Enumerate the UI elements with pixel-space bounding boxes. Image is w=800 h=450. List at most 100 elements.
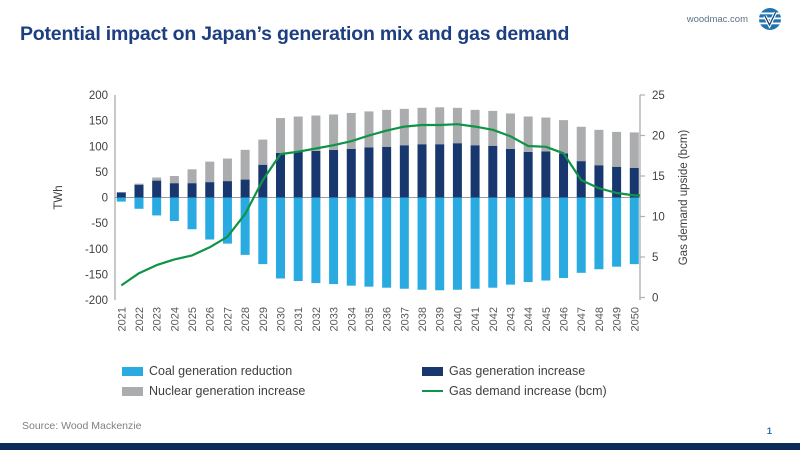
bar-nuclear-2050: [629, 132, 639, 168]
x-tick-2043: 2043: [505, 307, 517, 331]
bar-nuclear-2044: [523, 116, 533, 152]
bar-gas-2048: [594, 165, 604, 198]
bar-nuclear-2028: [240, 149, 250, 180]
bar-coal-2046: [559, 197, 569, 278]
right-tick-15: 15: [652, 171, 665, 183]
bar-coal-2022: [134, 197, 144, 209]
bar-nuclear-2026: [205, 161, 215, 183]
x-tick-2050: 2050: [629, 307, 641, 331]
left-tick-200: 200: [89, 90, 108, 102]
bar-nuclear-2022: [134, 183, 144, 185]
bar-coal-2021: [116, 197, 126, 202]
right-axis-title: Gas demand upside (bcm): [678, 130, 690, 266]
left-tick--200: -200: [85, 295, 108, 307]
bar-gas-2030: [276, 152, 286, 198]
bar-nuclear-2049: [612, 131, 622, 167]
left-tick-50: 50: [95, 167, 108, 179]
legend-label-coal: Coal generation reduction: [149, 364, 293, 378]
header-right: woodmac.com: [687, 7, 782, 31]
bar-nuclear-2046: [559, 120, 569, 154]
coal-swatch: [122, 366, 143, 376]
bar-nuclear-2035: [364, 111, 374, 148]
bar-nuclear-2033: [329, 114, 339, 150]
x-tick-2048: 2048: [594, 307, 606, 331]
bar-coal-2025: [187, 197, 197, 230]
bar-coal-2040: [452, 197, 462, 290]
bar-nuclear-2047: [576, 126, 586, 162]
x-tick-2023: 2023: [152, 307, 164, 331]
bar-gas-2040: [452, 143, 462, 198]
x-tick-2035: 2035: [364, 307, 376, 331]
x-tick-2033: 2033: [329, 307, 341, 331]
x-tick-2041: 2041: [470, 307, 482, 331]
bar-gas-2023: [152, 180, 162, 198]
page-title: Potential impact on Japan’s generation m…: [20, 23, 570, 45]
bar-gas-2025: [187, 183, 197, 198]
bar-coal-2044: [523, 197, 533, 283]
bar-coal-2037: [399, 197, 409, 289]
bar-gas-2036: [382, 146, 392, 198]
bar-gas-2031: [293, 151, 303, 198]
bar-nuclear-2030: [276, 118, 286, 153]
bar-coal-2027: [222, 197, 232, 244]
source-text: Source: Wood Mackenzie: [22, 420, 142, 432]
x-tick-2045: 2045: [541, 307, 553, 331]
bar-gas-2034: [346, 148, 356, 198]
bar-gas-2024: [169, 183, 179, 198]
bar-coal-2050: [629, 197, 639, 265]
bar-nuclear-2042: [488, 110, 498, 146]
x-tick-2038: 2038: [417, 307, 429, 331]
left-tick--150: -150: [85, 269, 108, 281]
x-tick-2042: 2042: [488, 307, 500, 331]
bar-nuclear-2027: [222, 158, 232, 182]
legend-item-gas-demand: Gas demand increase (bcm): [422, 384, 607, 398]
x-tick-2029: 2029: [258, 307, 270, 331]
chart-legend: Coal generation reduction Gas generation…: [122, 364, 607, 398]
line-gas-demand: [120, 123, 640, 287]
nuclear-swatch: [122, 386, 143, 396]
x-tick-2036: 2036: [382, 307, 394, 331]
legend-label-gas: Gas generation increase: [449, 364, 586, 378]
bar-coal-2041: [470, 197, 480, 289]
bar-coal-2047: [576, 197, 586, 273]
x-tick-2040: 2040: [452, 307, 464, 331]
bar-gas-2021: [116, 192, 126, 198]
bar-gas-2041: [470, 145, 480, 198]
bar-gas-2043: [505, 148, 515, 198]
bar-coal-2033: [329, 197, 339, 285]
bar-coal-2049: [612, 197, 622, 267]
x-tick-2039: 2039: [435, 307, 447, 331]
x-tick-2026: 2026: [205, 307, 217, 331]
legend-item-nuclear: Nuclear generation increase: [122, 384, 422, 398]
bar-nuclear-2040: [452, 107, 462, 144]
bar-gas-2044: [523, 151, 533, 198]
woodmac-link[interactable]: woodmac.com: [686, 13, 748, 25]
x-tick-2044: 2044: [523, 307, 535, 331]
bar-nuclear-2045: [541, 117, 551, 152]
right-tick-20: 20: [652, 131, 665, 143]
x-tick-2021: 2021: [116, 307, 128, 331]
x-tick-2037: 2037: [399, 307, 411, 331]
legend-label-nuclear: Nuclear generation increase: [149, 384, 306, 398]
x-tick-2046: 2046: [559, 307, 571, 331]
bar-coal-2043: [505, 197, 515, 285]
x-tick-2047: 2047: [576, 307, 588, 331]
bar-gas-2049: [612, 166, 622, 198]
bar-nuclear-2048: [594, 129, 604, 166]
bar-coal-2030: [276, 197, 286, 279]
right-tick-10: 10: [652, 212, 665, 224]
woodmac-logo: [759, 8, 781, 30]
x-tick-2024: 2024: [169, 307, 181, 331]
x-tick-2049: 2049: [612, 307, 624, 331]
bar-gas-2033: [329, 149, 339, 198]
bar-coal-2031: [293, 197, 303, 282]
bar-coal-2042: [488, 197, 498, 288]
bar-gas-2039: [435, 144, 445, 198]
bar-coal-2032: [311, 197, 321, 284]
right-tick-5: 5: [652, 252, 658, 264]
footer-bar: [0, 443, 800, 450]
bar-gas-2026: [205, 182, 215, 198]
bar-nuclear-2023: [152, 177, 162, 181]
x-tick-2027: 2027: [222, 307, 234, 331]
bar-coal-2034: [346, 197, 356, 286]
